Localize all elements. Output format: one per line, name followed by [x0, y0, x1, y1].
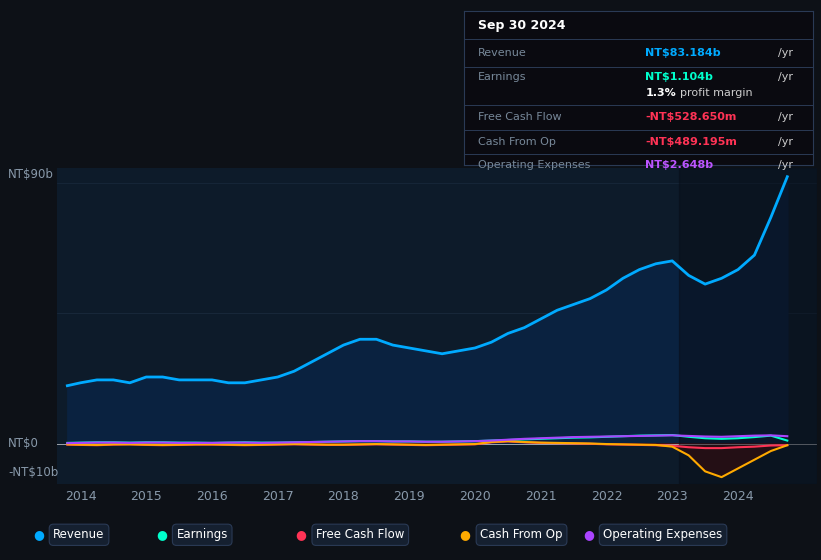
Text: Earnings: Earnings	[177, 528, 228, 542]
Text: ●: ●	[583, 528, 594, 542]
Text: -NT$489.195m: -NT$489.195m	[645, 137, 737, 147]
Text: -NT$10b: -NT$10b	[8, 466, 58, 479]
Text: Sep 30 2024: Sep 30 2024	[478, 18, 566, 31]
Text: NT$1.104b: NT$1.104b	[645, 72, 713, 82]
Text: /yr: /yr	[778, 113, 793, 123]
Text: /yr: /yr	[778, 137, 793, 147]
Text: profit margin: profit margin	[680, 88, 753, 98]
Text: Revenue: Revenue	[478, 48, 526, 58]
Text: 1.3%: 1.3%	[645, 88, 676, 98]
Text: NT$83.184b: NT$83.184b	[645, 48, 721, 58]
Text: Revenue: Revenue	[53, 528, 105, 542]
Text: Free Cash Flow: Free Cash Flow	[316, 528, 405, 542]
Text: /yr: /yr	[778, 72, 793, 82]
Bar	[679, 168, 817, 484]
Text: ●: ●	[296, 528, 306, 542]
Text: NT$2.648b: NT$2.648b	[645, 160, 713, 170]
Text: ●: ●	[156, 528, 167, 542]
Text: Operating Expenses: Operating Expenses	[603, 528, 722, 542]
Text: Cash From Op: Cash From Op	[478, 137, 556, 147]
Text: NT$90b: NT$90b	[8, 168, 54, 181]
Text: Earnings: Earnings	[478, 72, 526, 82]
Text: /yr: /yr	[778, 160, 793, 170]
Text: NT$0: NT$0	[8, 437, 39, 450]
Text: ●: ●	[460, 528, 470, 542]
Text: Cash From Op: Cash From Op	[480, 528, 562, 542]
Text: -NT$528.650m: -NT$528.650m	[645, 113, 736, 123]
Text: /yr: /yr	[778, 48, 793, 58]
Text: Free Cash Flow: Free Cash Flow	[478, 113, 562, 123]
Text: ●: ●	[33, 528, 44, 542]
Text: Operating Expenses: Operating Expenses	[478, 160, 590, 170]
